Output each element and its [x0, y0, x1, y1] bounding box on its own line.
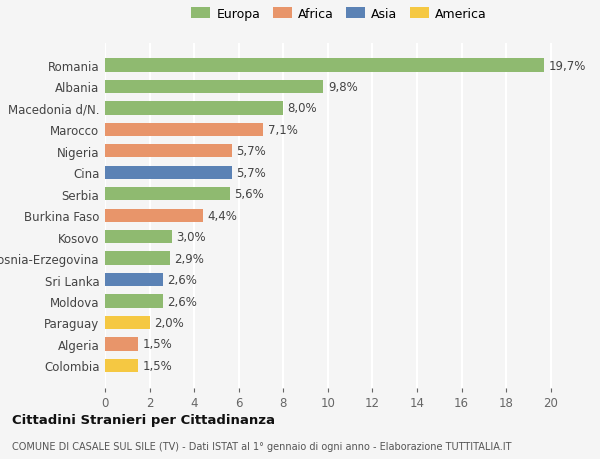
- Text: 8,0%: 8,0%: [288, 102, 317, 115]
- Bar: [105, 81, 323, 94]
- Bar: [105, 230, 172, 244]
- Text: 1,5%: 1,5%: [143, 359, 173, 372]
- Bar: [105, 123, 263, 137]
- Bar: [105, 273, 163, 286]
- Bar: [105, 102, 283, 115]
- Bar: [105, 166, 232, 179]
- Text: 3,0%: 3,0%: [176, 231, 206, 244]
- Bar: [105, 337, 139, 351]
- Text: 5,6%: 5,6%: [234, 188, 264, 201]
- Text: 2,9%: 2,9%: [174, 252, 204, 265]
- Bar: [105, 59, 544, 73]
- Text: 1,5%: 1,5%: [143, 338, 173, 351]
- Text: 9,8%: 9,8%: [328, 81, 358, 94]
- Text: 5,7%: 5,7%: [236, 167, 266, 179]
- Bar: [105, 295, 163, 308]
- Text: COMUNE DI CASALE SUL SILE (TV) - Dati ISTAT al 1° gennaio di ogni anno - Elabora: COMUNE DI CASALE SUL SILE (TV) - Dati IS…: [12, 441, 511, 451]
- Text: 2,0%: 2,0%: [154, 316, 184, 329]
- Text: 2,6%: 2,6%: [167, 274, 197, 286]
- Bar: [105, 316, 149, 330]
- Text: 5,7%: 5,7%: [236, 145, 266, 158]
- Bar: [105, 209, 203, 222]
- Bar: [105, 252, 170, 265]
- Text: 2,6%: 2,6%: [167, 295, 197, 308]
- Bar: [105, 188, 230, 201]
- Text: 7,1%: 7,1%: [268, 123, 298, 137]
- Text: 19,7%: 19,7%: [548, 59, 586, 73]
- Text: Cittadini Stranieri per Cittadinanza: Cittadini Stranieri per Cittadinanza: [12, 413, 275, 426]
- Legend: Europa, Africa, Asia, America: Europa, Africa, Asia, America: [189, 6, 489, 23]
- Bar: [105, 145, 232, 158]
- Bar: [105, 359, 139, 372]
- Text: 4,4%: 4,4%: [208, 209, 238, 222]
